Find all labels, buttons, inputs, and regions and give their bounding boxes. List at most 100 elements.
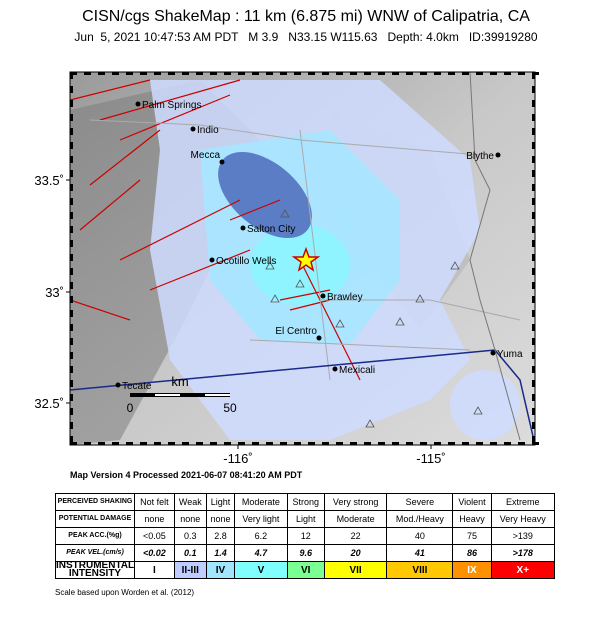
legend-cell: II-III [173, 561, 207, 579]
frame-tick [350, 442, 357, 445]
subtitle: Jun 5, 2021 10:47:53 AM PDT M 3.9 N33.15… [74, 30, 538, 44]
lon-label: -115˚ [416, 451, 445, 466]
frame-tick [448, 72, 455, 75]
frame-tick [532, 184, 535, 191]
legend-cell: IX [452, 561, 492, 579]
frame-tick [392, 442, 399, 445]
row-header: PEAK VEL.(cm/s) [55, 544, 135, 562]
legend-row: POTENTIAL DAMAGE none none none Very light Li… [55, 510, 556, 528]
legend-cell: Moderate [234, 493, 288, 511]
frame-tick [420, 442, 427, 445]
legend-cell: 1.4 [205, 544, 236, 562]
border [70, 349, 496, 391]
frame-tick [70, 254, 73, 261]
legend-cell: Extreme [490, 493, 556, 511]
frame-tick [70, 198, 73, 205]
legend-cell: Mod./Heavy [386, 510, 454, 528]
frame-tick [70, 170, 73, 177]
frame-tick [448, 442, 455, 445]
frame-tick [532, 310, 535, 317]
frame-tick [532, 366, 535, 373]
lon-label: -116˚ [223, 451, 252, 466]
frame-tick [252, 72, 259, 75]
legend-cell: VI [286, 561, 325, 579]
frame-tick [70, 436, 73, 443]
frame-tick [70, 408, 73, 415]
frame-tick [504, 442, 511, 445]
legend-cell: 0.1 [173, 544, 207, 562]
legend-cell: none [205, 510, 236, 528]
frame-tick [532, 394, 535, 401]
legend-cell: Violent [452, 493, 492, 511]
city-marker [495, 152, 501, 158]
frame-tick [280, 72, 287, 75]
frame-tick [532, 408, 535, 415]
frame-tick [70, 310, 73, 317]
city-marker [135, 101, 141, 107]
frame-tick [392, 72, 399, 75]
frame-tick [532, 282, 535, 289]
map-body [70, 72, 535, 445]
legend-cell: Strong [286, 493, 325, 511]
frame-tick [532, 338, 535, 345]
legend-cell: >139 [490, 527, 556, 545]
frame-tick [532, 114, 535, 121]
city-label: Palm Springs [142, 100, 201, 111]
frame-tick [434, 72, 441, 75]
legend-cell: 86 [452, 544, 492, 562]
frame-tick [70, 352, 73, 359]
footnote: Scale based upon Worden et al. (2012) [55, 588, 195, 597]
stations [265, 209, 483, 428]
frame-tick [378, 72, 385, 75]
row-header: POTENTIAL DAMAGE [55, 510, 135, 528]
frame-tick [70, 100, 73, 107]
frame-tick [532, 240, 535, 247]
legend-cell: Severe [386, 493, 454, 511]
legend-cell: 6.2 [234, 527, 288, 545]
frame-tick [70, 226, 73, 233]
frame-tick [532, 436, 535, 443]
frame-tick [308, 72, 315, 75]
frame-tick [532, 268, 535, 275]
map: Palm Springs Indio Mecca Salton City Ocotill… [34, 71, 539, 466]
intensity-legend: PERCEIVED SHAKING Not felt Weak Light Modera… [55, 493, 556, 579]
intensity-weak [450, 370, 520, 440]
frame-tick [70, 422, 73, 429]
frame-tick [98, 442, 105, 445]
legend-cell: 2.8 [205, 527, 236, 545]
frame-tick [70, 380, 73, 387]
frame-tick [266, 72, 273, 75]
roads [89, 119, 521, 381]
lat-label: 33˚ [45, 285, 64, 300]
frame-tick [126, 442, 133, 445]
legend-row: PEAK ACC.(%g) <0.05 0.3 2.8 6.2 12 22 40 75 >139 [55, 527, 556, 545]
frame-tick [238, 442, 245, 445]
frame-tick [70, 366, 73, 373]
frame-tick [532, 170, 535, 177]
frame-tick [294, 72, 301, 75]
legend-cell: 41 [386, 544, 454, 562]
frame-tick [532, 296, 535, 303]
frame-tick [70, 212, 73, 219]
frame-tick [196, 72, 203, 75]
legend-cell: 12 [286, 527, 325, 545]
frame-tick [70, 282, 73, 289]
frame-tick [168, 442, 175, 445]
frame-tick [504, 72, 511, 75]
legend-cell: Light [205, 493, 236, 511]
city-label: Salton City [247, 224, 295, 235]
city-label: Blythe [466, 151, 494, 162]
city-label: Mecca [191, 150, 221, 161]
scale-bar [155, 394, 180, 396]
scale-bar [205, 394, 230, 396]
legend-cell: V [234, 561, 288, 579]
frame-tick [224, 72, 231, 75]
legend-cell: <0.05 [134, 527, 175, 545]
legend-cell: <0.02 [134, 544, 175, 562]
frame-tick [476, 72, 483, 75]
frame-tick [532, 156, 535, 163]
frame-tick [378, 442, 385, 445]
frame-tick [70, 240, 73, 247]
legend-cell: Not felt [134, 493, 175, 511]
